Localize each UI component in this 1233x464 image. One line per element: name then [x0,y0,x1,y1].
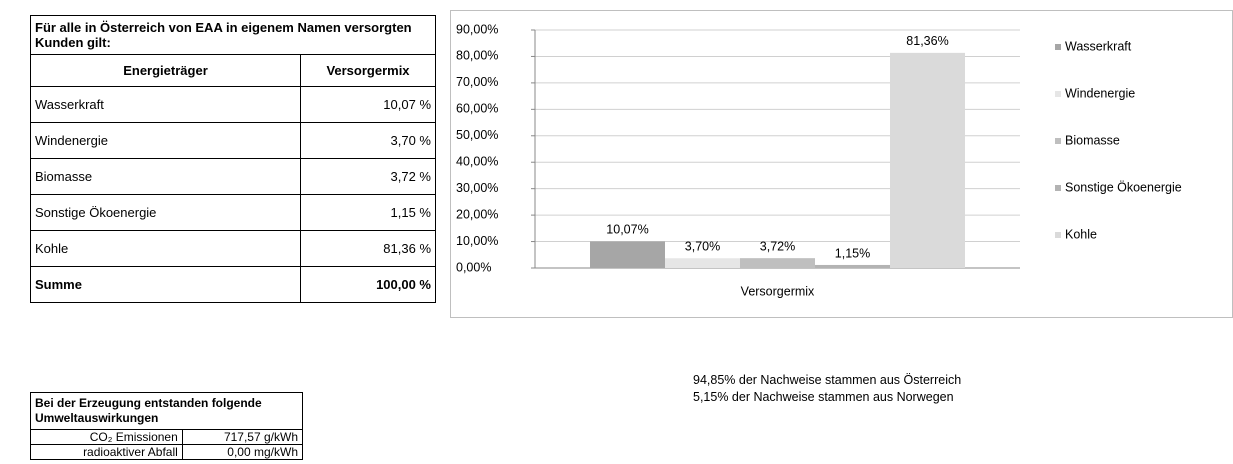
cell: 3,70 % [300,122,436,159]
table-title: Für alle in Österreich von EAA in eigene… [30,15,436,55]
legend-label: Biomasse [1065,133,1120,147]
y-tick-label: 90,00% [456,22,498,36]
cell: Kohle [30,230,301,267]
cell: 0,00 mg/kWh [181,444,304,460]
note: 94,85% der Nachweise stammen aus Österre… [693,373,962,387]
cell: CO₂ Emissionen [30,429,183,445]
bar [740,258,815,268]
bar [665,258,740,268]
y-tick-label: 10,00% [456,234,498,248]
legend-label: Kohle [1065,227,1097,241]
legend-label: Windenergie [1065,86,1135,100]
data-label: 81,36% [906,34,948,48]
data-label: 3,72% [760,239,795,253]
cell: Summe [30,266,301,303]
cell: 3,72 % [300,158,436,195]
y-tick-label: 0,00% [456,260,491,274]
legend-swatch [1055,91,1061,97]
cell: Biomasse [30,158,301,195]
y-tick-label: 60,00% [456,102,498,116]
column-header: Versorgermix [300,54,436,87]
y-tick-label: 70,00% [456,75,498,89]
emission-table: Bei der Erzeugung entstanden folgende Um… [30,392,304,460]
data-label: 1,15% [835,246,870,260]
y-tick-label: 20,00% [456,207,498,221]
cell: 717,57 g/kWh [181,429,304,445]
legend-label: Wasserkraft [1065,39,1132,53]
data-label: 10,07% [606,223,648,237]
y-tick-label: 50,00% [456,128,498,142]
cell: Sonstige Ökoenergie [30,194,301,231]
cell: Windenergie [30,122,301,159]
cell: 100,00 % [300,266,436,303]
legend-swatch [1055,138,1061,144]
column-header: Energieträger [30,54,301,87]
chart: 0,00% 10,00% 20,00% 30,00% 40,00% 50,00% 60,00… [450,10,1233,318]
cell: 1,15 % [300,194,436,231]
cell: 10,07 % [300,86,436,123]
y-tick-label: 40,00% [456,155,498,169]
mix-table: Für alle in Österreich von EAA in eigene… [30,15,436,303]
legend-label: Sonstige Ökoenergie [1065,180,1182,194]
bar [890,52,965,269]
cell: Wasserkraft [30,86,301,123]
y-tick-label: 30,00% [456,181,498,195]
y-tick-label: 80,00% [456,49,498,63]
bar [590,241,665,268]
note: 5,15% der Nachweise stammen aus Norwegen [693,390,954,404]
cell: 81,36 % [300,230,436,267]
legend-swatch [1055,185,1061,191]
cell: radioaktiver Abfall [30,444,183,460]
data-label: 3,70% [685,240,720,254]
table-title: Bei der Erzeugung entstanden folgende Um… [30,392,303,430]
legend-swatch [1055,232,1061,238]
bar [815,264,890,268]
x-tick-label: Versorgermix [741,284,815,298]
legend-swatch [1055,44,1061,50]
